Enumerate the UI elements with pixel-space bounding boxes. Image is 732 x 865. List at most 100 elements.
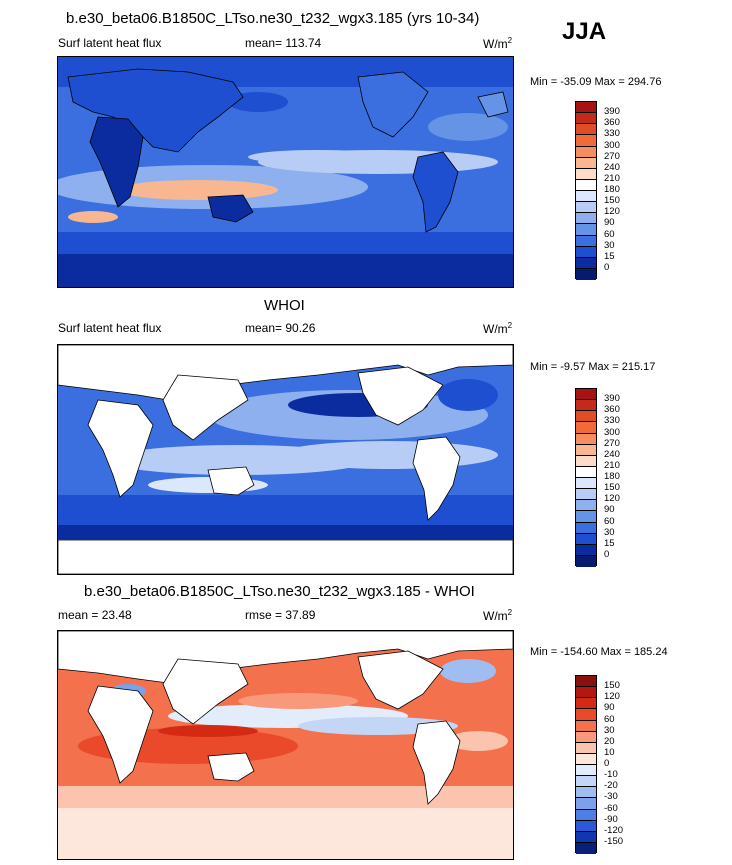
colorbar-tick-label: 15 bbox=[604, 250, 615, 262]
colorbar-tick-label: 150 bbox=[604, 482, 620, 494]
colorbar-swatch bbox=[576, 135, 596, 147]
colorbar-tick-label: 20 bbox=[604, 735, 615, 747]
colorbar-tick-label: 300 bbox=[604, 139, 620, 151]
colorbar-swatch bbox=[576, 809, 596, 821]
colorbar-tick-label: 120 bbox=[604, 206, 620, 218]
colorbar-tick-label: 210 bbox=[604, 172, 620, 184]
colorbar-tick-label: -10 bbox=[604, 769, 618, 781]
colorbar-tick-label: -20 bbox=[604, 780, 618, 792]
colorbar-swatch bbox=[576, 831, 596, 843]
colorbar-swatch bbox=[576, 400, 596, 412]
panel2-map-svg bbox=[58, 345, 513, 574]
panel2-map bbox=[57, 344, 514, 575]
colorbar-swatch bbox=[576, 411, 596, 423]
panel1-map-svg bbox=[58, 57, 513, 287]
colorbar-swatch bbox=[576, 753, 596, 765]
colorbar-swatch bbox=[576, 676, 596, 688]
colorbar-swatch bbox=[576, 466, 596, 478]
colorbar-swatch bbox=[576, 235, 596, 247]
colorbar-swatch bbox=[576, 511, 596, 523]
colorbar-swatch bbox=[576, 246, 596, 258]
colorbar-tick-label: 270 bbox=[604, 150, 620, 162]
colorbar-tick-label: 360 bbox=[604, 117, 620, 129]
colorbar-tick-label: 30 bbox=[604, 724, 615, 736]
colorbar-tick-label: 0 bbox=[604, 261, 610, 273]
colorbar-tick-label: 30 bbox=[604, 239, 615, 251]
colorbar-tick-label: 30 bbox=[604, 526, 615, 538]
colorbar-swatch bbox=[576, 268, 596, 280]
colorbar-tick-label: 210 bbox=[604, 459, 620, 471]
colorbar-swatch bbox=[576, 698, 596, 710]
colorbar-swatch bbox=[576, 202, 596, 214]
colorbar-swatch bbox=[576, 102, 596, 114]
colorbar-tick-label: 90 bbox=[604, 702, 615, 714]
colorbar-swatch bbox=[576, 157, 596, 169]
colorbar-swatch bbox=[576, 544, 596, 556]
colorbar-swatch bbox=[576, 224, 596, 236]
colorbar-swatch bbox=[576, 213, 596, 225]
colorbar-tick-label: -120 bbox=[604, 824, 624, 836]
colorbar-tick-label: 390 bbox=[604, 106, 620, 118]
colorbar-tick-label: -150 bbox=[604, 835, 624, 847]
panel1-title: b.e30_beta06.B1850C_LTso.ne30_t232_wgx3.… bbox=[66, 10, 480, 27]
panel2-mean-label: mean= 90.26 bbox=[245, 321, 316, 335]
colorbar-tick-label: 90 bbox=[604, 217, 615, 229]
colorbar-swatch bbox=[576, 433, 596, 445]
colorbar-tick-label: 10 bbox=[604, 746, 615, 758]
colorbar-tick-label: 90 bbox=[604, 504, 615, 516]
colorbar-tick-label: -90 bbox=[604, 813, 618, 825]
season-label: JJA bbox=[562, 18, 607, 45]
colorbar-swatch bbox=[576, 776, 596, 788]
colorbar-swatch bbox=[576, 124, 596, 136]
colorbar-tick-label: -60 bbox=[604, 802, 618, 814]
colorbar-swatch bbox=[576, 389, 596, 401]
colorbar-swatch bbox=[576, 555, 596, 567]
colorbar-swatch bbox=[576, 765, 596, 777]
colorbar-tick-label: 300 bbox=[604, 426, 620, 438]
colorbar-swatch bbox=[576, 742, 596, 754]
colorbar-tick-label: 330 bbox=[604, 415, 620, 427]
panel3-title: b.e30_beta06.B1850C_LTso.ne30_t232_wgx3.… bbox=[84, 583, 475, 600]
colorbar-tick-label: 180 bbox=[604, 471, 620, 482]
panel1-variable-label: Surf latent heat flux bbox=[58, 36, 162, 50]
colorbar-tick-label: 60 bbox=[604, 515, 615, 527]
panel1-mean-label: mean= 113.74 bbox=[245, 36, 322, 50]
colorbar-swatch bbox=[576, 522, 596, 534]
panel3-minmax: Min = -154.60 Max = 185.24 bbox=[530, 646, 668, 658]
panel3-colorbar bbox=[575, 675, 597, 854]
colorbar-tick-label: 180 bbox=[604, 184, 620, 195]
colorbar-tick-label: 60 bbox=[604, 713, 615, 725]
colorbar-swatch bbox=[576, 500, 596, 512]
colorbar-tick-label: 330 bbox=[604, 128, 620, 140]
colorbar-swatch bbox=[576, 444, 596, 456]
colorbar-swatch bbox=[576, 787, 596, 799]
panel1-minmax: Min = -35.09 Max = 294.76 bbox=[530, 76, 662, 88]
colorbar-swatch bbox=[576, 179, 596, 191]
colorbar-swatch bbox=[576, 731, 596, 743]
colorbar-swatch bbox=[576, 842, 596, 854]
colorbar-swatch bbox=[576, 422, 596, 434]
panel3-map-svg bbox=[58, 631, 513, 859]
colorbar-swatch bbox=[576, 489, 596, 501]
colorbar-tick-label: 0 bbox=[604, 758, 610, 769]
panel2-title: WHOI bbox=[264, 297, 305, 314]
panel1-map bbox=[57, 56, 514, 288]
colorbar-swatch bbox=[576, 257, 596, 269]
colorbar-swatch bbox=[576, 478, 596, 490]
colorbar-tick-label: 60 bbox=[604, 228, 615, 240]
panel2-colorbar bbox=[575, 388, 597, 567]
colorbar-swatch bbox=[576, 720, 596, 732]
panel2-minmax: Min = -9.57 Max = 215.17 bbox=[530, 361, 656, 373]
colorbar-swatch bbox=[576, 146, 596, 158]
panel3-mean-label: mean = 23.48 bbox=[58, 608, 132, 622]
colorbar-tick-label: 390 bbox=[604, 393, 620, 405]
colorbar-swatch bbox=[576, 191, 596, 203]
panel3-rmse-label: rmse = 37.89 bbox=[245, 608, 316, 622]
panel1-units: W/m2 bbox=[483, 36, 513, 51]
colorbar-tick-label: 270 bbox=[604, 437, 620, 449]
colorbar-tick-label: 120 bbox=[604, 691, 620, 703]
panel1-colorbar bbox=[575, 101, 597, 280]
colorbar-swatch bbox=[576, 168, 596, 180]
colorbar-tick-label: 240 bbox=[604, 161, 620, 173]
panel3-units: W/m2 bbox=[483, 608, 513, 623]
